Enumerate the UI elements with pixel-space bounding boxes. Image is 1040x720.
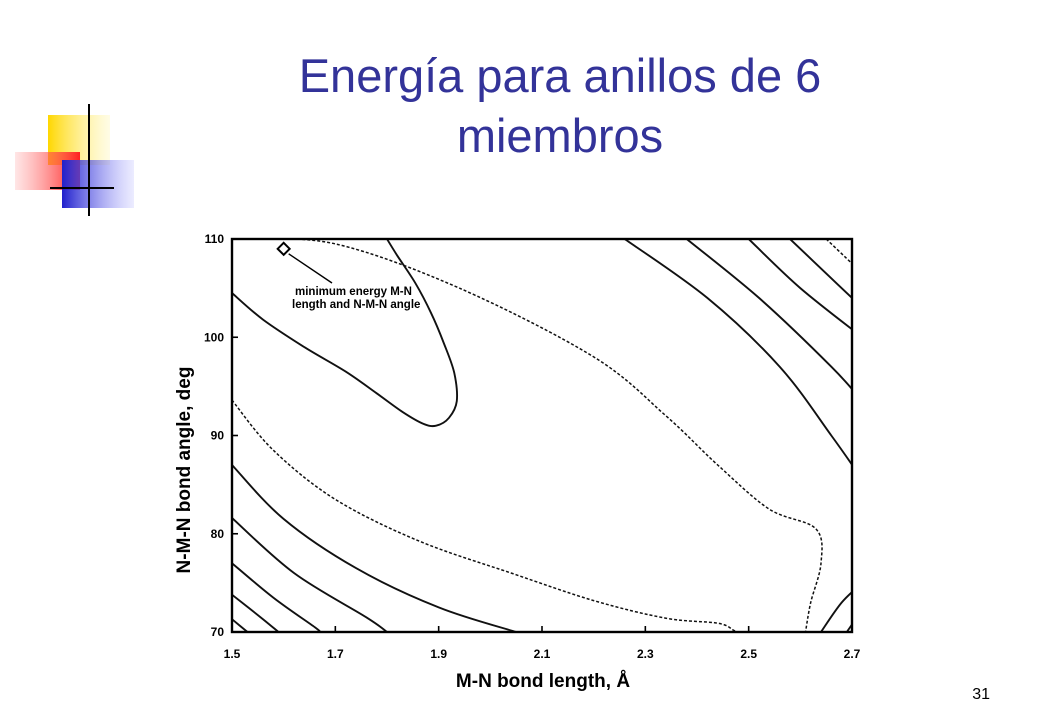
x-tick-label: 1.7 [327,647,344,661]
contour-line-8 [232,618,249,632]
x-tick-label: 2.3 [637,647,654,661]
contour-line-6 [232,562,321,632]
contour-line-1 [232,239,458,428]
contour-line-7 [232,593,280,632]
contour-line-5 [232,517,388,632]
slide-number: 31 [972,686,990,703]
contour-line-13 [825,239,852,265]
slide-title: Energía para anillos de 6 miembros [298,49,822,162]
y-tick-label: 70 [211,625,225,639]
annotation-leader-line [288,253,333,284]
contour-lines [232,239,852,632]
minimum-energy-marker [276,241,292,257]
y-tick-label: 90 [211,429,225,443]
x-tick-label: 1.5 [224,647,241,661]
blue-square [62,160,134,208]
x-tick-label: 1.9 [430,647,447,661]
x-tick-label: 2.1 [534,647,551,661]
contour-line-15 [846,622,852,632]
y-tick-label: 100 [204,330,224,344]
x-axis-label: M-N bond length, Å [456,671,630,692]
annotation: minimum energy M-N length and N-M-N angl… [292,286,420,311]
decorative-squares-logo [15,104,134,216]
annotation-line-2: length and N-M-N angle [292,299,420,311]
contour-line-3 [242,239,823,632]
contour-line-14 [820,590,852,632]
x-tick-label: 2.7 [844,647,861,661]
x-tick-label: 2.5 [740,647,757,661]
y-tick-label: 80 [211,527,225,541]
contour-line-11 [748,239,852,331]
y-tick-label: 110 [205,232,225,246]
contour-line-9 [624,239,852,467]
contour-line-10 [686,239,852,391]
contour-line-2 [232,399,737,632]
contour-line-4 [232,464,517,632]
annotation-line-1: minimum energy M-N [295,286,412,298]
contour-line-12 [789,239,852,300]
y-axis-label: N-M-N bond angle, deg [174,367,195,574]
